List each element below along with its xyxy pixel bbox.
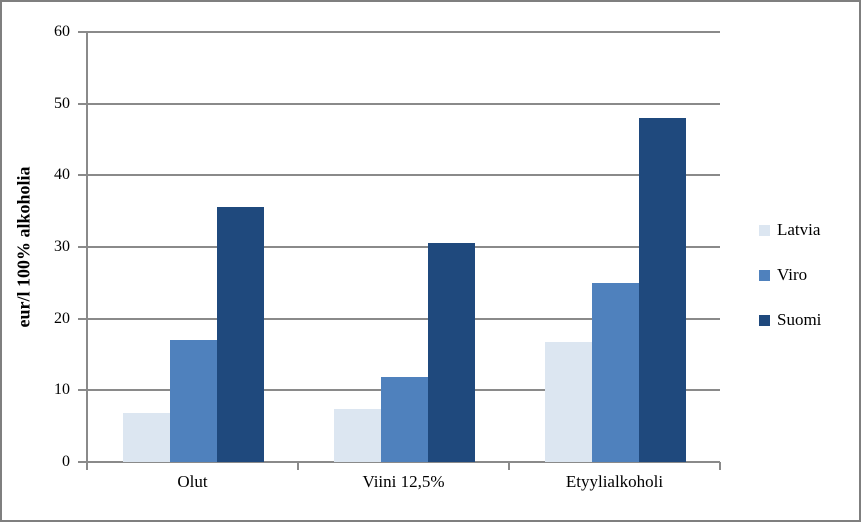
- bar-viro-1: [170, 340, 217, 462]
- gridline: [87, 174, 720, 176]
- gridline: [87, 31, 720, 33]
- legend-label: Suomi: [777, 310, 822, 329]
- y-axis-line: [86, 32, 88, 463]
- legend-item-suomi: Suomi: [759, 309, 821, 331]
- gridline: [87, 318, 720, 320]
- legend-item-latvia: Latvia: [759, 219, 821, 241]
- bar-viro-2: [381, 377, 428, 462]
- y-tick-mark: [78, 103, 87, 105]
- y-tick-mark: [78, 174, 87, 176]
- bar-latvia-2: [334, 409, 381, 462]
- legend-label: Viro: [777, 265, 808, 284]
- y-tick-label: 10: [54, 381, 70, 398]
- legend-swatch-viro: [759, 269, 770, 281]
- y-tick-mark: [78, 318, 87, 320]
- legend-swatch-latvia: [759, 224, 770, 236]
- legend-item-viro: Viro: [759, 264, 821, 286]
- legend-swatch-suomi: [759, 314, 770, 326]
- x-category-label: Etyylialkoholi: [565, 472, 664, 491]
- gridline: [87, 246, 720, 248]
- x-category-label: Viini 12,5%: [362, 472, 445, 491]
- bar-latvia-1: [123, 413, 170, 462]
- y-tick-label: 20: [54, 310, 70, 327]
- gridline: [87, 103, 720, 105]
- x-tick-mark: [508, 462, 510, 470]
- bar-suomi-2: [428, 243, 475, 462]
- bar-viro-3: [592, 283, 639, 462]
- bar-latvia-3: [545, 342, 592, 462]
- y-tick-mark: [78, 389, 87, 391]
- y-tick-label: 50: [54, 95, 70, 112]
- x-tick-mark: [86, 462, 88, 470]
- x-tick-mark: [719, 462, 721, 470]
- x-category-label: Olut: [177, 472, 208, 491]
- y-tick-mark: [78, 461, 87, 463]
- x-axis-line: [87, 461, 720, 463]
- y-tick-label: 60: [54, 23, 70, 40]
- y-tick-label: 30: [54, 238, 70, 255]
- y-tick-mark: [78, 31, 87, 33]
- bar-suomi-1: [217, 207, 264, 462]
- y-tick-label: 40: [54, 166, 70, 183]
- legend: Latvia Viro Suomi: [759, 219, 821, 354]
- legend-label: Latvia: [777, 220, 821, 239]
- y-tick-mark: [78, 246, 87, 248]
- bar-suomi-3: [639, 118, 686, 462]
- y-tick-label: 0: [62, 453, 70, 470]
- x-tick-mark: [297, 462, 299, 470]
